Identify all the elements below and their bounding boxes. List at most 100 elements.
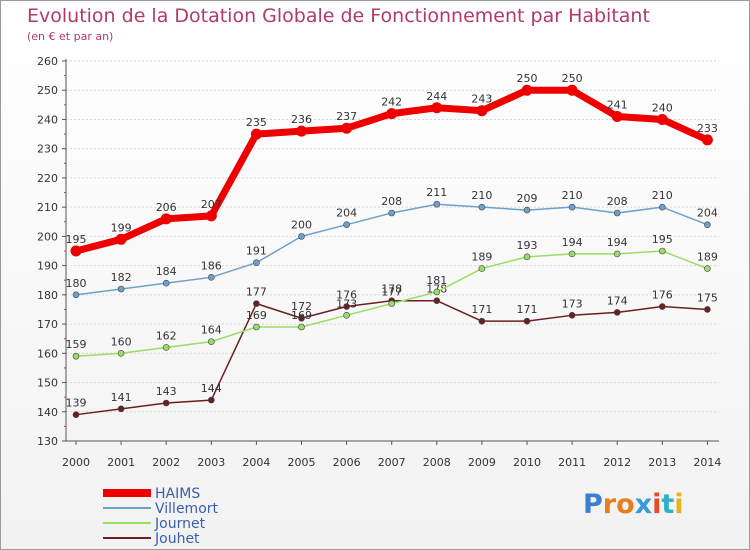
data-label: 242 <box>381 96 402 109</box>
data-label: 177 <box>381 286 402 299</box>
data-label: 200 <box>291 218 312 231</box>
data-label: 210 <box>471 189 492 202</box>
data-point <box>386 108 398 120</box>
data-label: 211 <box>426 186 447 199</box>
data-label: 210 <box>562 189 583 202</box>
y-tick-label: 190 <box>37 260 58 273</box>
x-tick-label: 2009 <box>468 456 496 469</box>
y-tick-label: 160 <box>37 347 58 360</box>
data-point <box>704 221 711 228</box>
data-point <box>162 344 170 351</box>
data-label: 160 <box>111 335 132 348</box>
data-point <box>658 303 666 310</box>
logo-letter: t <box>661 489 675 520</box>
x-tick-label: 2003 <box>197 456 225 469</box>
data-label: 169 <box>246 309 267 322</box>
data-point <box>431 102 443 114</box>
data-label: 173 <box>562 297 583 310</box>
data-label: 182 <box>111 271 132 284</box>
data-point <box>388 300 396 307</box>
x-tick-label: 2014 <box>693 456 721 469</box>
x-tick-label: 2012 <box>603 456 631 469</box>
x-tick-label: 2013 <box>648 456 676 469</box>
data-label: 199 <box>111 221 132 234</box>
x-tick-label: 2002 <box>152 456 180 469</box>
data-point <box>613 250 621 258</box>
logo-letter: o <box>616 489 635 520</box>
data-label: 208 <box>607 195 628 208</box>
data-point <box>343 312 350 319</box>
y-tick-label: 260 <box>37 55 58 68</box>
data-point <box>433 288 441 296</box>
logo-letter: x <box>634 489 653 520</box>
data-point <box>70 245 82 257</box>
data-label: 173 <box>336 297 357 310</box>
y-tick-label: 150 <box>37 377 58 390</box>
data-label: 143 <box>156 385 177 398</box>
data-point <box>568 250 576 258</box>
data-point <box>208 396 215 404</box>
data-point <box>521 84 533 96</box>
data-label: 176 <box>336 289 357 302</box>
data-point <box>298 323 305 331</box>
logo-letter: r <box>602 489 617 520</box>
data-point <box>701 134 713 146</box>
data-point <box>298 233 305 240</box>
data-label: 204 <box>336 207 357 220</box>
data-label: 175 <box>697 291 718 304</box>
x-tick-label: 2010 <box>513 456 541 469</box>
data-point <box>478 203 486 211</box>
data-point <box>523 253 531 261</box>
data-point <box>343 221 350 228</box>
data-point <box>72 411 80 418</box>
data-point <box>117 350 125 357</box>
data-point <box>433 297 441 304</box>
y-tick-label: 170 <box>37 318 58 331</box>
x-tick-label: 2008 <box>423 456 451 469</box>
data-label: 141 <box>111 391 132 404</box>
data-point <box>611 111 623 123</box>
x-tick-label: 2005 <box>288 456 316 469</box>
data-label: 194 <box>562 236 583 249</box>
data-point <box>433 200 441 208</box>
data-label: 195 <box>66 233 87 246</box>
data-point <box>160 213 172 225</box>
data-label: 169 <box>291 309 312 322</box>
data-label: 209 <box>517 192 538 205</box>
data-point <box>162 279 170 287</box>
y-tick-label: 130 <box>37 435 58 448</box>
data-label: 208 <box>381 195 402 208</box>
data-point <box>613 309 621 316</box>
data-point <box>250 128 262 140</box>
data-label: 176 <box>652 289 673 302</box>
data-point <box>476 105 488 117</box>
data-label: 243 <box>471 93 492 106</box>
data-point <box>704 306 711 313</box>
data-label: 206 <box>156 201 177 214</box>
proxiti-logo: Proxiti <box>583 489 684 520</box>
data-point <box>613 209 621 217</box>
data-label: 210 <box>652 189 673 202</box>
data-label: 162 <box>156 329 177 342</box>
y-tick-label: 220 <box>37 172 58 185</box>
legend-label: Villemort <box>155 501 219 517</box>
legend-label: Journet <box>154 516 206 532</box>
data-label: 250 <box>562 72 583 85</box>
y-tick-label: 210 <box>37 201 58 214</box>
logo-letter: i <box>674 489 684 520</box>
data-point <box>253 300 260 307</box>
data-label: 207 <box>201 198 222 211</box>
data-point <box>72 291 80 299</box>
x-tick-label: 2000 <box>62 456 90 469</box>
data-point <box>388 209 396 217</box>
data-label: 235 <box>246 116 267 129</box>
data-point <box>298 314 305 322</box>
data-point <box>523 317 531 325</box>
y-tick-label: 200 <box>37 230 58 243</box>
data-label: 189 <box>471 251 492 264</box>
data-point <box>658 247 666 255</box>
data-point <box>343 303 350 310</box>
chart-subtitle: (en € et par an) <box>27 30 114 43</box>
